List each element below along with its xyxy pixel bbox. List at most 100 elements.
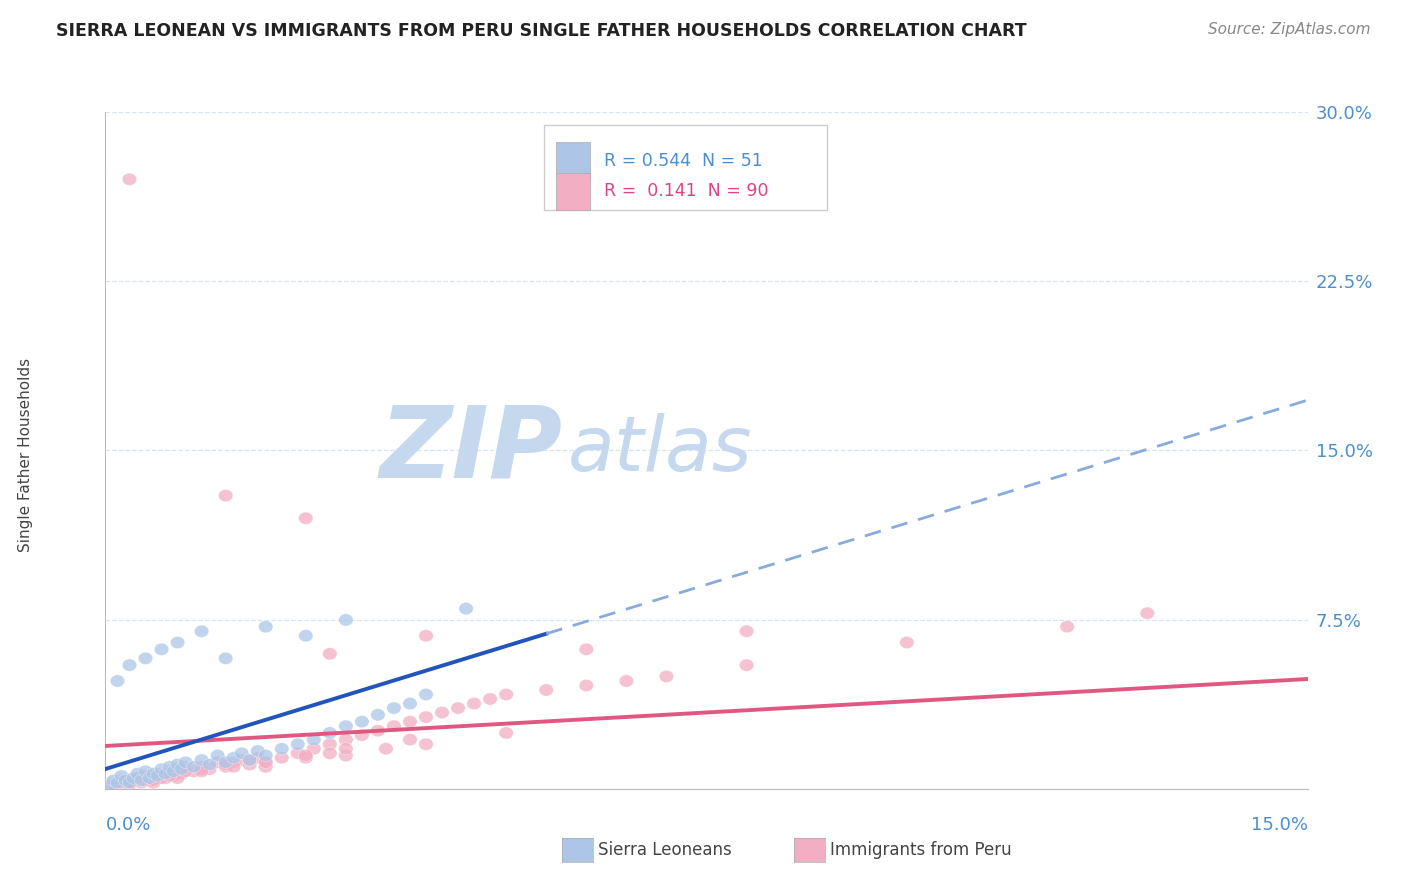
Ellipse shape — [402, 715, 418, 728]
Ellipse shape — [107, 779, 121, 791]
Ellipse shape — [235, 754, 249, 766]
Ellipse shape — [122, 777, 136, 789]
Ellipse shape — [371, 709, 385, 721]
Text: Sierra Leoneans: Sierra Leoneans — [598, 841, 731, 859]
Ellipse shape — [235, 747, 249, 759]
Ellipse shape — [118, 774, 132, 787]
Ellipse shape — [142, 774, 156, 787]
Ellipse shape — [1140, 607, 1154, 619]
Ellipse shape — [194, 761, 209, 773]
Ellipse shape — [298, 512, 314, 524]
Ellipse shape — [419, 711, 433, 723]
Ellipse shape — [402, 698, 418, 710]
Ellipse shape — [322, 738, 337, 750]
Ellipse shape — [131, 772, 145, 784]
Ellipse shape — [202, 758, 217, 771]
FancyBboxPatch shape — [544, 125, 827, 210]
Ellipse shape — [211, 749, 225, 762]
Ellipse shape — [146, 774, 160, 787]
Ellipse shape — [419, 689, 433, 700]
Ellipse shape — [146, 777, 160, 789]
Ellipse shape — [114, 774, 129, 787]
Ellipse shape — [434, 706, 450, 719]
Ellipse shape — [146, 767, 160, 780]
Ellipse shape — [135, 774, 149, 787]
Text: SIERRA LEONEAN VS IMMIGRANTS FROM PERU SINGLE FATHER HOUSEHOLDS CORRELATION CHAR: SIERRA LEONEAN VS IMMIGRANTS FROM PERU S… — [56, 22, 1026, 40]
Ellipse shape — [166, 770, 181, 782]
Ellipse shape — [499, 727, 513, 739]
Ellipse shape — [202, 763, 217, 775]
Text: Source: ZipAtlas.com: Source: ZipAtlas.com — [1208, 22, 1371, 37]
Ellipse shape — [298, 749, 314, 762]
Ellipse shape — [179, 756, 193, 768]
Ellipse shape — [218, 761, 233, 773]
Ellipse shape — [218, 490, 233, 502]
Ellipse shape — [499, 689, 513, 700]
Ellipse shape — [110, 777, 125, 789]
Ellipse shape — [226, 752, 240, 764]
Ellipse shape — [458, 602, 474, 615]
Ellipse shape — [274, 752, 290, 764]
Text: 0.0%: 0.0% — [105, 816, 150, 834]
Ellipse shape — [259, 756, 273, 768]
Bar — [557, 142, 591, 179]
Ellipse shape — [419, 738, 433, 750]
Ellipse shape — [482, 693, 498, 706]
Ellipse shape — [162, 770, 177, 782]
Ellipse shape — [170, 763, 184, 775]
Ellipse shape — [740, 659, 754, 672]
Ellipse shape — [419, 630, 433, 642]
Ellipse shape — [242, 758, 257, 771]
Ellipse shape — [131, 767, 145, 780]
Ellipse shape — [242, 754, 257, 766]
Ellipse shape — [131, 772, 145, 784]
Ellipse shape — [226, 756, 240, 768]
Ellipse shape — [162, 761, 177, 773]
Ellipse shape — [107, 777, 121, 789]
Ellipse shape — [218, 652, 233, 665]
Ellipse shape — [291, 738, 305, 750]
Ellipse shape — [339, 749, 353, 762]
Ellipse shape — [194, 763, 209, 775]
Ellipse shape — [142, 772, 156, 784]
Ellipse shape — [107, 774, 121, 787]
Ellipse shape — [127, 772, 141, 784]
Ellipse shape — [174, 763, 188, 775]
Ellipse shape — [402, 733, 418, 746]
Ellipse shape — [138, 765, 153, 778]
Ellipse shape — [155, 772, 169, 784]
Ellipse shape — [218, 756, 233, 768]
Ellipse shape — [166, 765, 181, 778]
Ellipse shape — [138, 770, 153, 782]
Ellipse shape — [659, 670, 673, 682]
Text: ZIP: ZIP — [380, 402, 562, 499]
Ellipse shape — [1060, 621, 1074, 632]
Ellipse shape — [322, 727, 337, 739]
Ellipse shape — [122, 777, 136, 789]
Ellipse shape — [291, 747, 305, 759]
Text: R = 0.544  N = 51: R = 0.544 N = 51 — [605, 152, 763, 169]
Ellipse shape — [740, 625, 754, 638]
Ellipse shape — [354, 715, 370, 728]
Ellipse shape — [259, 761, 273, 773]
Ellipse shape — [194, 625, 209, 638]
Ellipse shape — [103, 779, 117, 791]
Ellipse shape — [179, 761, 193, 773]
Ellipse shape — [174, 767, 188, 780]
Ellipse shape — [371, 724, 385, 737]
Ellipse shape — [170, 772, 184, 784]
Ellipse shape — [900, 636, 914, 648]
Ellipse shape — [339, 614, 353, 626]
Ellipse shape — [259, 621, 273, 632]
Ellipse shape — [451, 702, 465, 714]
Ellipse shape — [138, 774, 153, 787]
Ellipse shape — [242, 754, 257, 766]
Ellipse shape — [194, 754, 209, 766]
Text: 15.0%: 15.0% — [1250, 816, 1308, 834]
Ellipse shape — [150, 772, 165, 784]
Ellipse shape — [114, 777, 129, 789]
Ellipse shape — [114, 770, 129, 782]
Ellipse shape — [194, 765, 209, 778]
Ellipse shape — [170, 636, 184, 648]
Ellipse shape — [298, 752, 314, 764]
